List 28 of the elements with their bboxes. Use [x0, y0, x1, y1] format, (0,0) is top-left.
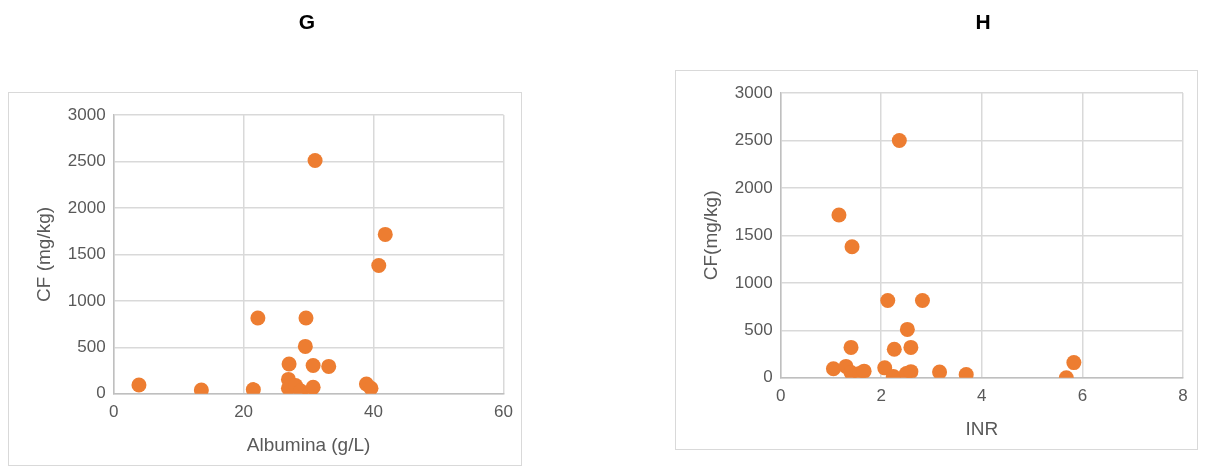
x-axis-title: INR: [965, 417, 999, 439]
y-tick-label: 2000: [734, 177, 773, 197]
y-axis-title: CF (mg/kg): [32, 206, 54, 302]
y-tick-label: 1000: [67, 290, 106, 310]
chart-title: H: [974, 10, 992, 34]
y-tick-label: 1500: [67, 244, 106, 264]
x-axis-title: Albumina (g/L): [246, 433, 371, 455]
x-tick-label: 2: [876, 385, 886, 405]
x-tick-label: 0: [108, 401, 119, 421]
y-tick-label: 0: [763, 367, 773, 387]
y-tick-label: 1000: [734, 272, 773, 292]
chart-title: G: [297, 10, 317, 34]
y-tick-label: 3000: [734, 82, 773, 102]
x-tick-label: 40: [364, 401, 384, 421]
x-tick-label: 60: [494, 401, 514, 421]
x-tick-label: 4: [977, 385, 987, 405]
x-tick-label: 6: [1077, 385, 1088, 405]
x-tick-label: 20: [234, 401, 254, 421]
y-axis-title: CF(mg/kg): [699, 190, 721, 281]
x-tick-label: 8: [1178, 385, 1188, 405]
y-tick-label: 500: [77, 337, 106, 357]
x-tick-label: 0: [775, 385, 786, 405]
y-tick-label: 1500: [734, 225, 773, 245]
y-tick-label: 500: [744, 320, 773, 340]
y-tick-label: 2500: [734, 130, 773, 150]
y-tick-label: 2000: [67, 197, 106, 217]
y-tick-label: 3000: [67, 104, 106, 124]
y-tick-label: 2500: [67, 151, 106, 171]
